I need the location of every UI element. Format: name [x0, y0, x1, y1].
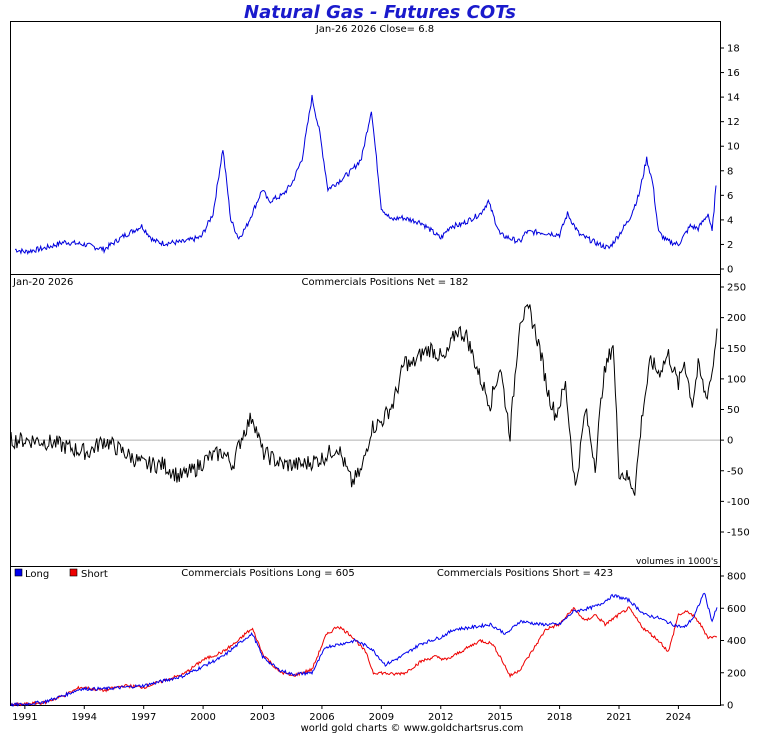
volumes-note: volumes in 1000's [636, 557, 718, 567]
y-tick-label: 0 [727, 701, 733, 712]
chart-title: Natural Gas - Futures COTs [244, 2, 516, 23]
y-tick-label: 150 [727, 344, 746, 355]
y-tick-label: 800 [727, 572, 746, 583]
y-tick-label: 4 [727, 215, 733, 226]
long-series-line [10, 592, 718, 708]
y-tick-label: -50 [727, 466, 743, 477]
y-tick-label: 600 [727, 604, 746, 615]
x-tick-label: 2024 [666, 712, 691, 723]
y-tick-label: 250 [727, 283, 746, 294]
x-tick-label: 2006 [309, 712, 334, 723]
y-tick-label: 100 [727, 374, 746, 385]
y-tick-label: 200 [727, 313, 746, 324]
long-short-y-axis: 0 200 400 600 800 [720, 572, 746, 712]
x-tick-label: 1997 [131, 712, 156, 723]
y-tick-label: -150 [727, 528, 750, 539]
price-panel [10, 21, 721, 275]
net-date-header: Jan-20 2026 [12, 277, 73, 288]
y-tick-label: 0 [727, 436, 733, 447]
y-tick-label: 200 [727, 668, 746, 679]
y-tick-label: 400 [727, 636, 746, 647]
y-tick-label: -100 [727, 497, 750, 508]
legend-long-swatch [14, 568, 23, 577]
net-y-axis: -150 -100 -50 0 50 100 150 200 250 [720, 283, 750, 539]
legend-long-label: Long [25, 569, 49, 580]
y-tick-label: 18 [727, 44, 740, 55]
x-tick-label: 2009 [369, 712, 394, 723]
x-tick-label: 1994 [72, 712, 97, 723]
net-header: Commercials Positions Net = 182 [302, 277, 469, 288]
x-tick-label: 2012 [428, 712, 453, 723]
y-tick-label: 0 [727, 265, 733, 276]
long-short-panel [10, 566, 721, 706]
x-tick-label: 2015 [487, 712, 512, 723]
footer-credit: world gold charts © www.goldchartsrus.co… [301, 723, 524, 734]
x-tick-label: 2018 [547, 712, 572, 723]
net-series-line [10, 303, 718, 496]
short-series-line [11, 606, 718, 707]
price-series-line [14, 94, 717, 256]
y-tick-label: 8 [727, 166, 733, 177]
net-panel [10, 274, 721, 567]
legend-short-swatch [69, 568, 78, 577]
y-tick-label: 16 [727, 68, 740, 79]
y-tick-label: 2 [727, 240, 733, 251]
y-tick-label: 12 [727, 117, 740, 128]
y-tick-label: 14 [727, 93, 740, 104]
legend-short-label: Short [81, 569, 108, 580]
y-tick-label: 50 [727, 405, 740, 416]
x-tick-label: 2003 [250, 712, 275, 723]
price-header: Jan-26 2026 Close= 6.8 [315, 24, 434, 35]
y-tick-label: 6 [727, 191, 733, 202]
x-axis: 1991 1994 1997 2000 2003 2006 2009 2012 2015 2018… [12, 705, 691, 723]
x-tick-label: 1991 [12, 712, 37, 723]
x-tick-label: 2021 [606, 712, 631, 723]
long-header: Commercials Positions Long = 605 [181, 568, 355, 579]
short-header: Commercials Positions Short = 423 [437, 568, 613, 579]
price-y-axis: 0 2 4 6 8 10 12 14 16 18 [720, 44, 740, 276]
y-tick-label: 10 [727, 142, 740, 153]
x-tick-label: 2000 [190, 712, 215, 723]
